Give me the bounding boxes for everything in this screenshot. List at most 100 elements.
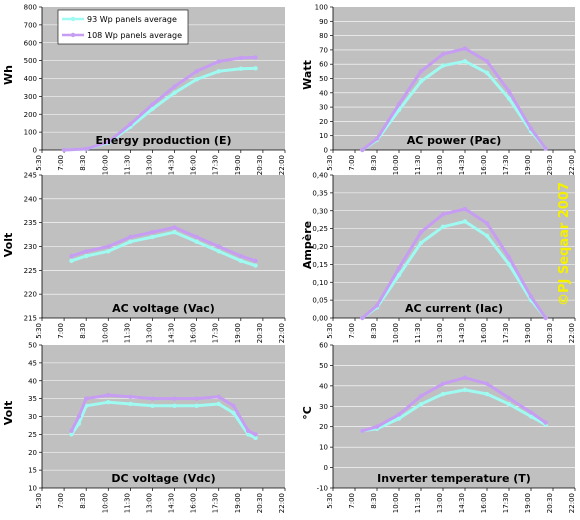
data-point: [462, 206, 468, 212]
data-point: [245, 428, 251, 433]
data-point: [238, 253, 244, 259]
y-tick-label: 0,00: [312, 315, 328, 323]
x-tick-label: 20:30: [256, 493, 264, 513]
chart-title: AC current (Iac): [405, 302, 503, 315]
data-point: [506, 89, 512, 94]
y-tick-label: 20: [28, 449, 37, 457]
x-tick-label: 5:30: [35, 155, 43, 171]
data-point: [396, 107, 402, 113]
chart-title: AC power (Pac): [407, 134, 502, 147]
data-point: [194, 69, 199, 74]
data-point: [418, 69, 424, 74]
x-tick-label: 5:30: [35, 323, 43, 339]
x-tick-label: 19:00: [524, 155, 532, 175]
x-tick-label: 8:30: [79, 155, 87, 171]
data-point: [83, 253, 89, 259]
chart-title: Inverter temperature (T): [377, 472, 531, 485]
x-tick-label: 10:00: [101, 155, 109, 175]
x-tick-label: 13:00: [145, 155, 153, 175]
x-tick-label: 22:00: [278, 323, 286, 343]
x-tick-label: 10:00: [392, 155, 400, 175]
data-point: [462, 46, 468, 51]
x-tick-label: 14:30: [168, 155, 176, 175]
data-point: [150, 234, 155, 240]
x-tick-label: 17:30: [502, 493, 510, 513]
data-point: [106, 249, 111, 254]
data-point: [418, 79, 424, 84]
x-tick-label: 5:30: [326, 493, 334, 509]
data-point: [506, 96, 512, 101]
data-point: [360, 315, 365, 321]
data-point: [172, 396, 177, 401]
data-point: [69, 253, 74, 259]
x-tick-label: 11:30: [414, 493, 422, 513]
data-point: [150, 230, 155, 235]
data-point: [418, 393, 424, 399]
x-tick-label: 14:30: [168, 323, 176, 343]
x-tick-label: 10:00: [101, 323, 109, 343]
x-tick-label: 10:00: [101, 493, 109, 513]
y-tick-label: 0,25: [312, 225, 328, 233]
y-tick-label: 50: [319, 362, 328, 370]
data-point: [528, 126, 534, 131]
y-tick-label: 100: [24, 129, 37, 137]
y-tick-label: 240: [24, 195, 37, 203]
data-point: [418, 240, 424, 246]
series-line-93wp: [70, 230, 257, 268]
y-tick-label: 70: [319, 46, 328, 54]
y-tick-label: 245: [24, 172, 37, 180]
x-tick-label: 19:00: [234, 493, 242, 513]
y-tick-label: 500: [24, 57, 37, 65]
data-point: [543, 315, 548, 321]
series-line-93wp: [360, 59, 548, 152]
y-tick-label: 0: [33, 147, 37, 155]
y-tick-label: 30: [319, 403, 328, 411]
data-point: [83, 396, 89, 401]
x-tick-label: 7:00: [57, 155, 65, 171]
y-tick-label: 0,10: [312, 279, 328, 287]
x-tick-label: 5:30: [326, 323, 334, 339]
x-tick-label: 14:30: [458, 155, 466, 175]
data-point: [245, 432, 251, 437]
x-tick-label: 22:00: [568, 155, 576, 175]
data-point: [440, 381, 446, 387]
data-point: [172, 84, 177, 89]
y-tick-label: 90: [319, 18, 328, 26]
series-line-108wp: [70, 393, 257, 436]
data-point: [440, 224, 446, 230]
x-tick-label: 16:00: [190, 155, 198, 175]
data-point: [231, 403, 236, 408]
data-point: [528, 414, 534, 419]
data-point: [216, 401, 221, 407]
x-tick-label: 7:00: [57, 493, 65, 509]
data-point: [216, 249, 221, 254]
x-tick-label: 17:30: [212, 323, 220, 343]
legend-label: 108 Wp panels average: [87, 31, 182, 40]
data-point: [231, 410, 236, 416]
data-point: [418, 230, 424, 235]
x-tick-label: 20:30: [256, 155, 264, 175]
data-point: [76, 421, 82, 426]
data-point: [253, 66, 258, 71]
y-axis-label: Watt: [301, 60, 314, 90]
y-axis-label: °C: [301, 406, 314, 420]
copyright-text: ©PJ Seqaar 2007: [557, 182, 572, 306]
y-tick-label: -10: [317, 485, 328, 493]
data-point: [194, 234, 199, 240]
x-tick-label: 16:00: [480, 323, 488, 343]
x-tick-label: 11:30: [414, 155, 422, 175]
data-point: [106, 244, 111, 249]
x-tick-label: 19:00: [234, 155, 242, 175]
x-tick-label: 8:30: [370, 155, 378, 171]
legend-marker: [70, 16, 76, 22]
x-tick-label: 7:00: [348, 155, 356, 171]
data-point: [194, 403, 199, 408]
y-tick-label: 50: [28, 342, 37, 350]
x-tick-label: 11:30: [123, 155, 131, 175]
series-line-108wp: [360, 376, 548, 433]
y-tick-label: 40: [319, 382, 328, 390]
y-tick-label: 20: [319, 118, 328, 126]
x-tick-label: 7:00: [57, 323, 65, 339]
y-tick-label: 600: [24, 39, 37, 47]
data-point: [106, 139, 111, 145]
